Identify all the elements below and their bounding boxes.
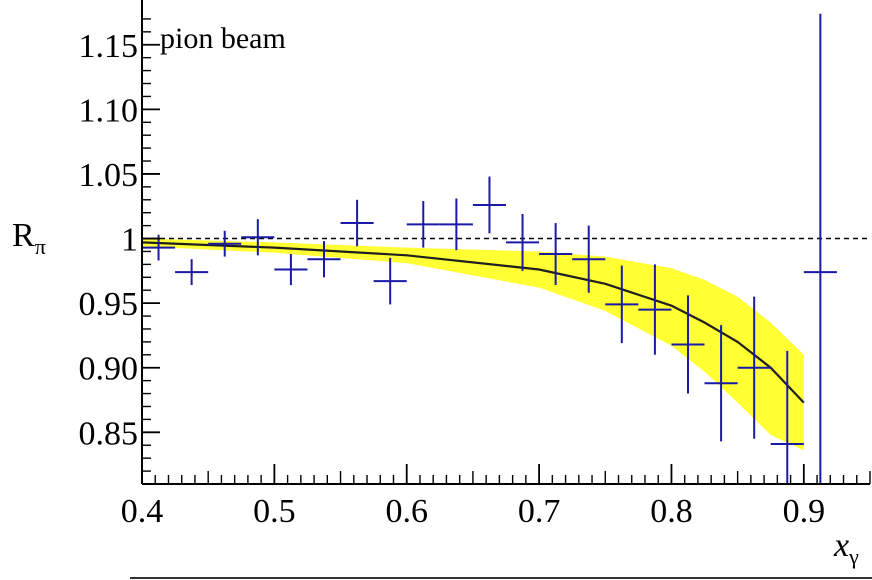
data-point <box>340 199 374 247</box>
x-axis-label-sub: γ <box>848 544 859 569</box>
data-point <box>472 176 506 234</box>
data-point <box>406 201 440 248</box>
y-tick-label: 0.90 <box>79 351 139 388</box>
y-tick-label: 0.95 <box>79 286 139 323</box>
uncertainty-band <box>142 238 804 451</box>
data-point <box>605 265 639 344</box>
x-tick-label: 0.8 <box>650 493 693 530</box>
chart-annotation: pion beam <box>160 22 286 55</box>
data-point <box>373 257 407 305</box>
data-points-layer <box>142 13 837 484</box>
y-tick-label: 1.10 <box>79 92 139 129</box>
data-point <box>274 254 308 286</box>
data-point <box>241 219 275 256</box>
data-point <box>539 223 573 286</box>
data-point <box>770 350 804 484</box>
data-point <box>439 198 473 251</box>
x-tick-label: 0.4 <box>121 493 164 530</box>
y-tick-label: 0.85 <box>79 415 139 452</box>
data-point <box>307 241 341 278</box>
y-axis-label-main: R <box>12 217 35 254</box>
data-point <box>175 259 209 286</box>
x-axis-label-main: x <box>833 527 849 564</box>
y-axis-label: Rπ <box>12 217 46 259</box>
data-point <box>572 225 606 293</box>
data-point <box>737 296 771 439</box>
data-point <box>638 264 672 355</box>
y-tick-label: 1 <box>121 222 138 259</box>
y-axis-label-sub: π <box>35 234 46 259</box>
y-tick-label: 1.15 <box>79 28 139 65</box>
y-tick-label: 1.05 <box>79 157 139 194</box>
data-point <box>671 295 705 394</box>
x-tick-label: 0.9 <box>783 493 826 530</box>
uncertainty-band-layer <box>142 238 804 451</box>
x-tick-label: 0.5 <box>253 493 296 530</box>
data-point <box>208 230 242 257</box>
axes-layer: 0.85 0.90 0.95 1 1.05 1.10 1.15 0.4 0.5 0.6 0.7 0.8… <box>79 0 872 579</box>
x-axis-label: xγ <box>833 527 859 569</box>
x-tick-label: 0.6 <box>385 493 428 530</box>
data-point <box>506 213 540 271</box>
data-point <box>704 325 738 442</box>
data-point <box>803 13 837 484</box>
x-tick-label: 0.7 <box>518 493 561 530</box>
